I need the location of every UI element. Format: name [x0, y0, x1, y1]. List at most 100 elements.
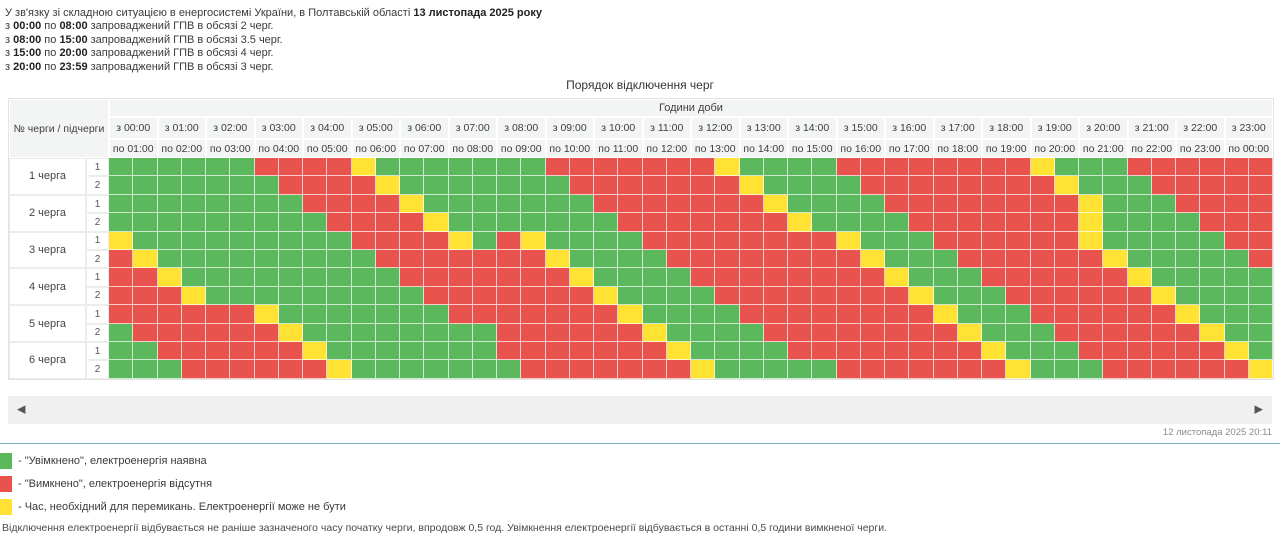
grid-cell: [618, 213, 643, 232]
grid-cell: [400, 249, 425, 269]
scroll-left-icon[interactable]: ◀: [17, 403, 26, 416]
grid-cell: [569, 323, 594, 342]
grid-cell: [763, 286, 788, 306]
grid-cell: [1176, 249, 1201, 269]
grid-cell: [1006, 323, 1031, 342]
grid-cell: [400, 231, 425, 250]
grid-cell: [181, 231, 206, 250]
grid-cell: [982, 305, 1007, 324]
grid-cell: [1248, 231, 1273, 250]
hour-from-label: з 12:00: [691, 117, 740, 140]
grid-cell: [933, 249, 958, 269]
grid-cell: [642, 360, 667, 379]
grid-cell: [206, 323, 231, 342]
grid-cell: [1224, 194, 1249, 214]
grid-cell: [424, 268, 449, 287]
grid-cell: [230, 323, 255, 342]
legend: - "Увімкнено", електроенергія наявна - "…: [0, 452, 1280, 515]
grid-cell: [1079, 341, 1104, 361]
grid-cell: [1200, 305, 1225, 324]
grid-cell: [1079, 213, 1104, 232]
grid-cell: [982, 194, 1007, 214]
grid-cell: [642, 341, 667, 361]
grid-cell: [909, 213, 934, 232]
grid-cell: [885, 158, 910, 177]
grid-cell: [278, 176, 303, 195]
grid-cell: [303, 360, 328, 379]
grid-cell: [181, 213, 206, 232]
grid-cell: [982, 158, 1007, 177]
grid-cell: [1176, 176, 1201, 195]
grid-cell: [303, 231, 328, 250]
grid-cell: [448, 213, 473, 232]
grid-cell: [545, 305, 570, 324]
grid-cell: [1176, 194, 1201, 214]
grid-cell: [982, 213, 1007, 232]
grid-cell: [1006, 194, 1031, 214]
grid-cell: [933, 231, 958, 250]
grid-cell: [1151, 286, 1176, 306]
grid-cell: [521, 249, 546, 269]
grid-cell: [763, 249, 788, 269]
horizontal-scrollbar[interactable]: ◀ ▶: [8, 395, 1272, 424]
grid-cell: [860, 158, 885, 177]
grid-cell: [933, 176, 958, 195]
grid-cell: [1151, 176, 1176, 195]
grid-cell: [375, 323, 400, 342]
grid-cell: [1200, 249, 1225, 269]
grid-cell: [206, 249, 231, 269]
grid-cell: [545, 360, 570, 379]
grid-cell: [666, 323, 691, 342]
grid-cell: [424, 341, 449, 361]
grid-cell: [375, 286, 400, 306]
grid-cell: [278, 194, 303, 214]
hour-from-label: з 04:00: [303, 117, 352, 140]
grid-cell: [909, 305, 934, 324]
grid-cell: [1079, 305, 1104, 324]
grid-cell: [1030, 268, 1055, 287]
grid-cell: [933, 341, 958, 361]
grid-cell: [278, 305, 303, 324]
grid-cell: [933, 323, 958, 342]
grid-cell: [133, 286, 158, 306]
grid-cell: [448, 341, 473, 361]
subqueue-label: 2: [86, 213, 109, 232]
grid-cell: [982, 360, 1007, 379]
grid-cell: [303, 213, 328, 232]
grid-cell: [109, 323, 134, 342]
grid-cell: [1248, 286, 1273, 306]
grid-cell: [254, 341, 279, 361]
schedule-table: № черги / підчерги Години доби з 00:00 по 0…: [8, 98, 1274, 380]
grid-cell: [375, 360, 400, 379]
grid-cell: [885, 176, 910, 195]
grid-cell: [109, 341, 134, 361]
subqueue-label: 2: [86, 323, 109, 342]
grid-cell: [594, 158, 619, 177]
intro-date: 13 листопада 2025 року: [413, 7, 542, 19]
grid-cell: [812, 231, 837, 250]
queue-label: 4 черга: [9, 268, 86, 306]
grid-cell: [206, 360, 231, 379]
grid-cell: [788, 213, 813, 232]
hour-to-label: по 14:00: [739, 139, 788, 159]
grid-cell: [691, 213, 716, 232]
grid-cell: [763, 194, 788, 214]
gpv-schedule-line-2: з 08:00 по 15:00 запроваджений ГПВ в обс…: [5, 33, 283, 46]
grid-cell: [230, 231, 255, 250]
grid-cell: [545, 158, 570, 177]
grid-cell: [1030, 305, 1055, 324]
grid-cell: [303, 341, 328, 361]
grid-cell: [157, 286, 182, 306]
grid-cell: [521, 268, 546, 287]
hour-to-label: по 19:00: [982, 139, 1031, 159]
scroll-right-icon[interactable]: ▶: [1254, 403, 1263, 416]
grid-cell: [594, 176, 619, 195]
grid-cell: [278, 360, 303, 379]
subqueue-label: 2: [86, 176, 109, 195]
grid-cell: [254, 360, 279, 379]
grid-cell: [982, 286, 1007, 306]
grid-cell: [497, 231, 522, 250]
hour-from-label: з 14:00: [788, 117, 837, 140]
grid-cell: [1151, 268, 1176, 287]
grid-cell: [642, 194, 667, 214]
